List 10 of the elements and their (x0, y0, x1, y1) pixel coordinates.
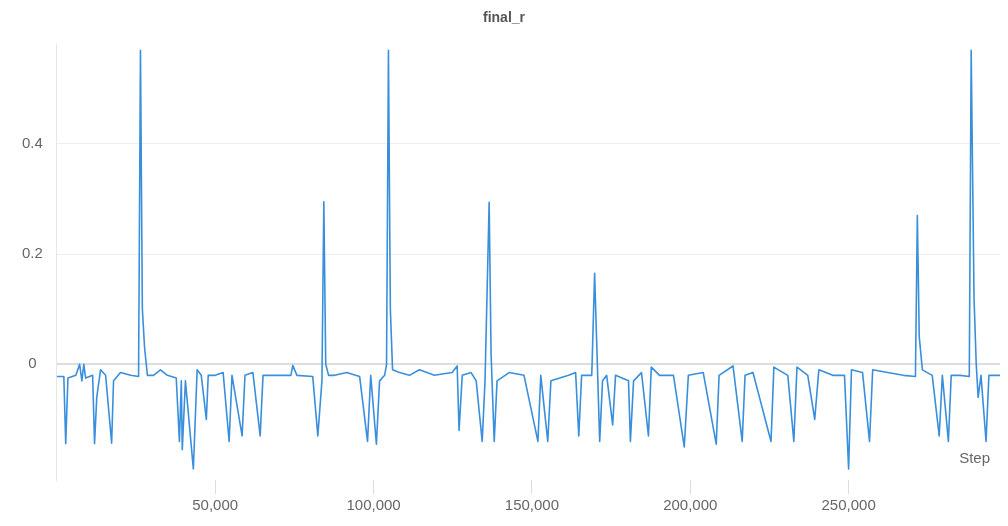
x-tick-label: 200,000 (663, 496, 718, 514)
chart-title: final_r (482, 9, 526, 26)
x-tick-label: 50,000 (192, 496, 239, 514)
x-tick-label: 100,000 (346, 496, 401, 514)
y-tick-label: 0 (28, 354, 37, 372)
y-tick-label: 0.2 (22, 244, 43, 262)
x-axis-title: Step (959, 448, 990, 466)
x-tick-label: 250,000 (821, 496, 876, 514)
x-tick-label: 150,000 (504, 496, 560, 514)
y-tick-label: 0.4 (22, 134, 43, 152)
